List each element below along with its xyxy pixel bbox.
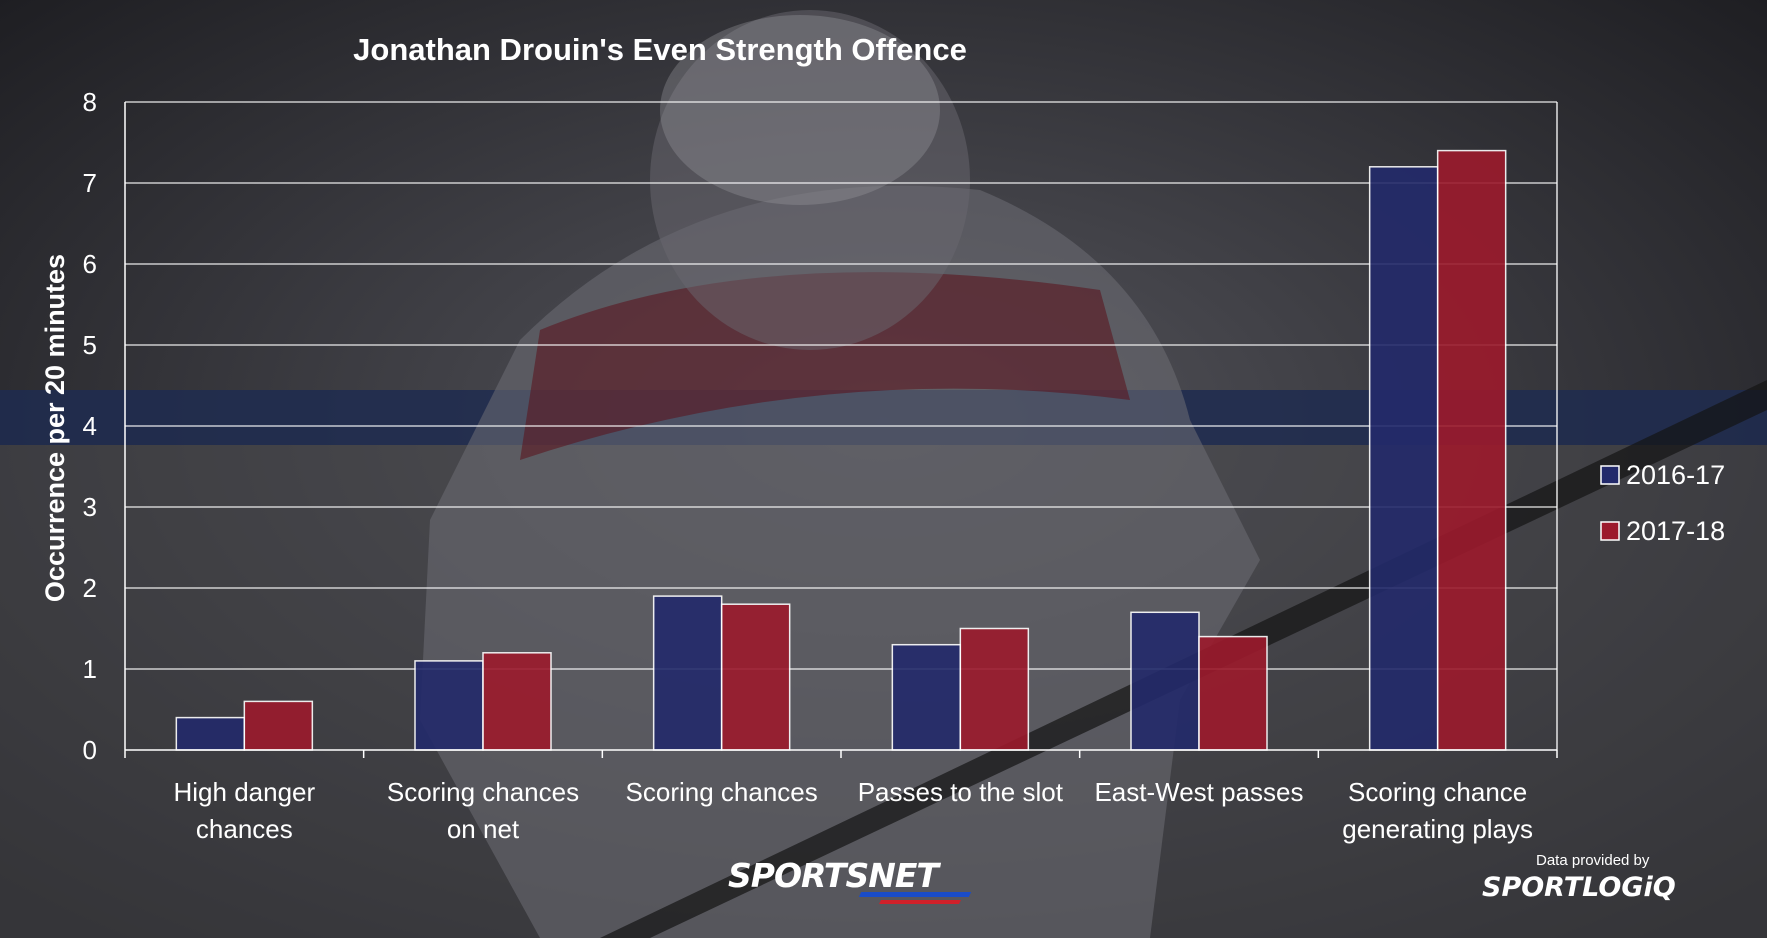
sportlogiq-logo: SPORTLOGiQ xyxy=(1482,872,1676,903)
bar-2016-17-3 xyxy=(891,643,962,751)
y-tick-label: 6 xyxy=(83,249,97,279)
category-label: High danger xyxy=(174,777,316,807)
legend-label: 2016-17 xyxy=(1626,460,1725,490)
axes xyxy=(124,102,1558,758)
bar-2017-18-1 xyxy=(482,652,552,751)
y-tick-label: 1 xyxy=(83,654,97,684)
category-label: generating plays xyxy=(1342,814,1533,844)
sportsnet-logo-stripe-red xyxy=(879,900,961,904)
legend: 2016-17 2017-18 xyxy=(1600,460,1725,546)
bar-2016-17-4 xyxy=(1130,611,1200,751)
category-label: Scoring chances xyxy=(387,777,579,807)
y-tick-label: 4 xyxy=(83,411,97,441)
y-tick-labels: 0 1 2 3 4 5 6 7 8 xyxy=(83,87,97,765)
legend-label: 2017-18 xyxy=(1626,516,1725,546)
y-tick-label: 8 xyxy=(83,87,97,117)
legend-swatch xyxy=(1600,521,1620,541)
bar-2017-18-2 xyxy=(720,603,791,751)
y-tick-label: 2 xyxy=(83,573,97,603)
y-tick-label: 5 xyxy=(83,330,97,360)
bar-2017-18-5 xyxy=(1436,149,1507,751)
category-label: Scoring chances xyxy=(626,777,818,807)
chart-title: Jonathan Drouin's Even Strength Offence xyxy=(353,32,967,67)
legend-swatch xyxy=(1600,465,1620,485)
category-label: East-West passes xyxy=(1094,777,1303,807)
data-credit: Data provided by xyxy=(1536,852,1650,869)
category-label: Scoring chance xyxy=(1348,777,1527,807)
bar-2016-17-1 xyxy=(414,660,484,751)
y-tick-label: 7 xyxy=(83,168,97,198)
sportsnet-logo-stripe xyxy=(858,892,972,897)
category-label: chances xyxy=(196,814,293,844)
bar-2017-18-3 xyxy=(959,627,1030,751)
bars xyxy=(175,149,1507,751)
category-labels: High danger chances Scoring chances on net S… xyxy=(174,777,1534,844)
gridlines xyxy=(125,101,1558,750)
bar-2017-18-4 xyxy=(1198,635,1268,751)
category-label: on net xyxy=(447,814,520,844)
bar-2017-18-0 xyxy=(243,700,314,751)
bar-2016-17-2 xyxy=(652,595,723,751)
y-tick-label: 0 xyxy=(83,735,97,765)
sportsnet-logo: SPORTSNET xyxy=(728,856,939,895)
y-axis-label: Occurrence per 20 minutes xyxy=(40,254,70,602)
y-tick-label: 3 xyxy=(83,492,97,522)
bar-2016-17-0 xyxy=(175,716,246,751)
category-label: Passes to the slot xyxy=(858,777,1064,807)
bar-2016-17-5 xyxy=(1368,166,1439,751)
